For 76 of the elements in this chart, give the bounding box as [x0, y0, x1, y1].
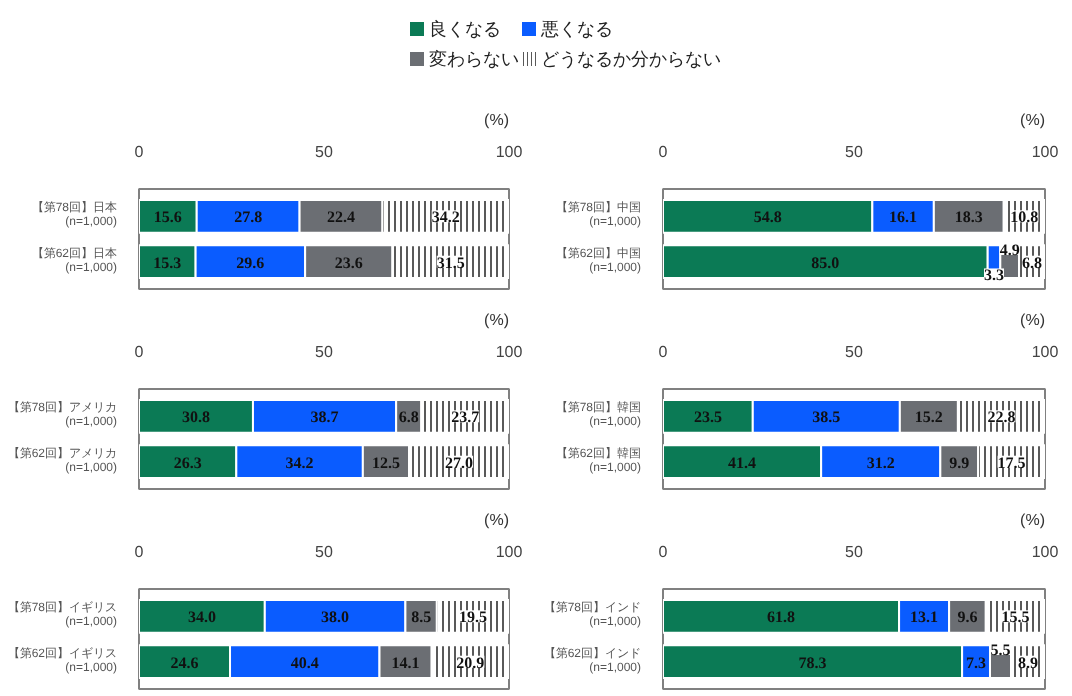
data-label: 78.3: [798, 653, 827, 672]
data-label: 41.4: [728, 453, 757, 472]
data-label: 85.0: [811, 253, 840, 272]
data-label: 3.3: [984, 266, 1004, 285]
data-label: 20.9: [456, 653, 485, 672]
data-label: 10.8: [1010, 208, 1039, 227]
data-label: 27.8: [234, 208, 263, 227]
x-axis-title: (%): [484, 311, 510, 329]
data-label: 31.2: [866, 453, 895, 472]
x-tick-label: 0: [658, 143, 669, 161]
data-label: 30.8: [181, 408, 210, 427]
data-label: 26.3: [173, 453, 202, 472]
legend-label: 変わらない: [429, 49, 519, 69]
data-label: 12.5: [371, 453, 400, 472]
data-label: 6.8: [1022, 253, 1043, 272]
x-axis-title: (%): [1020, 511, 1046, 529]
data-label: 15.5: [1001, 608, 1030, 627]
data-label: 23.7: [451, 408, 480, 427]
data-label: 38.7: [310, 408, 339, 427]
x-tick-label: 100: [1031, 143, 1060, 161]
data-label: 23.5: [693, 408, 722, 427]
data-label: 6.8: [398, 408, 419, 427]
data-label: 34.0: [187, 608, 216, 627]
x-tick-label: 0: [134, 343, 145, 361]
x-axis-title: (%): [1020, 311, 1046, 329]
x-tick-label: 100: [1031, 543, 1060, 561]
data-label: 54.8: [753, 208, 782, 227]
data-label: 22.8: [987, 408, 1016, 427]
data-label: 15.2: [914, 408, 943, 427]
data-label: 5.5: [990, 641, 1011, 659]
data-label: 13.1: [910, 608, 939, 627]
x-tick-label: 100: [1031, 343, 1060, 361]
legend-label: 良くなる: [429, 19, 501, 39]
data-label: 14.1: [391, 653, 420, 672]
data-label: 17.5: [997, 453, 1026, 472]
x-tick-label: 0: [134, 143, 145, 161]
data-label: 18.3: [954, 208, 983, 227]
x-tick-label: 0: [134, 543, 145, 561]
data-label: 7.3: [966, 653, 987, 672]
x-tick-label: 50: [845, 343, 864, 361]
data-label: 15.6: [153, 208, 182, 227]
x-axis-title: (%): [1020, 111, 1046, 129]
x-tick-label: 0: [658, 543, 669, 561]
data-label: 34.2: [431, 208, 460, 227]
data-label: 22.4: [327, 208, 356, 227]
data-label: 8.9: [1018, 653, 1038, 672]
data-label: 40.4: [290, 653, 319, 672]
x-tick-label: 50: [315, 543, 334, 561]
data-label: 23.6: [334, 253, 363, 272]
data-label: 29.6: [236, 253, 265, 272]
data-label: 9.6: [957, 608, 978, 627]
data-label: 31.5: [436, 253, 465, 272]
x-tick-label: 50: [845, 143, 864, 161]
legend-label: 悪くなる: [539, 19, 613, 39]
x-tick-label: 100: [495, 343, 524, 361]
x-tick-label: 50: [315, 143, 334, 161]
data-label: 34.2: [285, 453, 314, 472]
data-label: 61.8: [767, 608, 796, 627]
data-label: 16.1: [889, 208, 918, 227]
data-label: 19.5: [458, 608, 487, 627]
data-label: 8.5: [411, 608, 432, 627]
data-label: 27.0: [445, 453, 474, 472]
data-label: 38.0: [321, 608, 350, 627]
data-label: 9.9: [949, 453, 970, 472]
x-tick-label: 0: [658, 343, 669, 361]
x-tick-label: 50: [315, 343, 334, 361]
data-label: 24.6: [170, 653, 199, 672]
x-axis-title: (%): [484, 511, 510, 529]
text: どうなるか分からない: [541, 49, 721, 69]
x-tick-label: 100: [495, 143, 524, 161]
x-tick-label: 100: [495, 543, 524, 561]
data-label: 15.3: [153, 253, 182, 272]
data-label: 4.9: [999, 241, 1020, 259]
x-axis-title: (%): [484, 111, 510, 129]
x-tick-label: 50: [845, 543, 864, 561]
data-label: 38.5: [812, 408, 841, 427]
